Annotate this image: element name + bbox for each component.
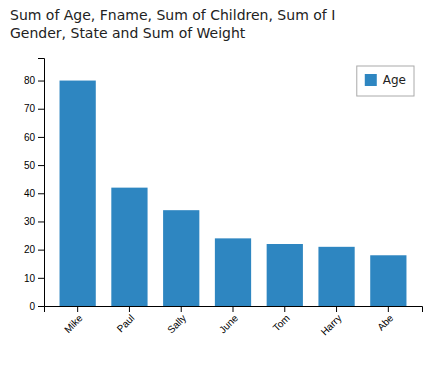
- bars: [60, 81, 407, 306]
- y-axis: 0 10 20 30 40 50 60 70 80: [24, 59, 45, 312]
- tick-mark: [38, 221, 44, 222]
- y-tick: 70: [24, 103, 44, 114]
- tick-label: Paul: [115, 312, 137, 334]
- chart: Sum of Age, Fname, Sum of Children, Sum …: [0, 0, 438, 368]
- tick-mark: [388, 306, 389, 312]
- legend-swatch: [365, 74, 377, 86]
- x-tick: Mike: [62, 306, 85, 335]
- y-tick: 30: [24, 216, 44, 227]
- tick-mark: [336, 306, 337, 312]
- tick-label: Sally: [165, 312, 188, 335]
- tick-mark: [38, 165, 44, 166]
- x-tick: June: [217, 306, 240, 335]
- y-tick: 40: [24, 188, 44, 199]
- tick-mark: [38, 278, 44, 279]
- axis-line: [38, 59, 45, 307]
- legend: Age: [357, 66, 414, 96]
- tick-mark: [233, 306, 234, 312]
- legend-box: [357, 66, 414, 96]
- tick-label: Abe: [375, 312, 396, 333]
- tick-mark: [284, 306, 285, 312]
- bar: [267, 244, 303, 306]
- x-axis: Mike Paul Sally June Tom Harry Abe: [45, 306, 423, 337]
- tick-mark: [38, 81, 44, 82]
- y-tick: 10: [24, 273, 44, 284]
- tick-label: 60: [24, 132, 36, 143]
- tick-mark: [38, 193, 44, 194]
- tick-label: 40: [24, 188, 36, 199]
- tick-label: Harry: [319, 312, 344, 337]
- y-tick: 60: [24, 132, 44, 143]
- tick-label: 0: [29, 301, 35, 312]
- x-tick: Tom: [271, 306, 292, 334]
- tick-mark: [38, 306, 44, 307]
- tick-mark: [38, 137, 44, 138]
- tick-label: 80: [24, 75, 36, 86]
- tick-mark: [129, 306, 130, 312]
- tick-label: June: [217, 312, 240, 335]
- tick-mark: [38, 109, 44, 110]
- tick-label: 70: [24, 103, 36, 114]
- y-tick: 80: [24, 75, 44, 86]
- tick-label: 50: [24, 160, 36, 171]
- bar: [60, 81, 96, 306]
- tick-mark: [77, 306, 78, 312]
- bar: [215, 238, 251, 306]
- x-tick: Paul: [115, 306, 137, 334]
- y-tick: 0: [29, 301, 44, 312]
- x-tick: Abe: [375, 306, 396, 333]
- tick-mark: [181, 306, 182, 312]
- plot: 0 10 20 30 40 50 60 70 80 Mike Paul Sally June Tom Har…: [24, 59, 423, 338]
- tick-label: Tom: [271, 312, 292, 333]
- bar: [111, 188, 147, 306]
- bar: [370, 255, 406, 306]
- tick-label: 20: [24, 244, 36, 255]
- subtitle: Gender, State and Sum of Weight: [10, 25, 246, 41]
- x-tick: Sally: [165, 306, 188, 335]
- y-tick: 20: [24, 244, 44, 255]
- tick-mark: [38, 250, 44, 251]
- tick-label: 10: [24, 273, 36, 284]
- x-tick: Harry: [319, 306, 344, 337]
- tick-label: Mike: [62, 312, 85, 335]
- bar: [318, 247, 354, 306]
- legend-item: Age: [365, 73, 406, 87]
- bar: [163, 210, 199, 306]
- tick-label: 30: [24, 216, 36, 227]
- axis-line: [45, 307, 423, 313]
- title: Sum of Age, Fname, Sum of Children, Sum …: [10, 7, 335, 23]
- legend-label: Age: [383, 73, 406, 87]
- y-tick: 50: [24, 160, 44, 171]
